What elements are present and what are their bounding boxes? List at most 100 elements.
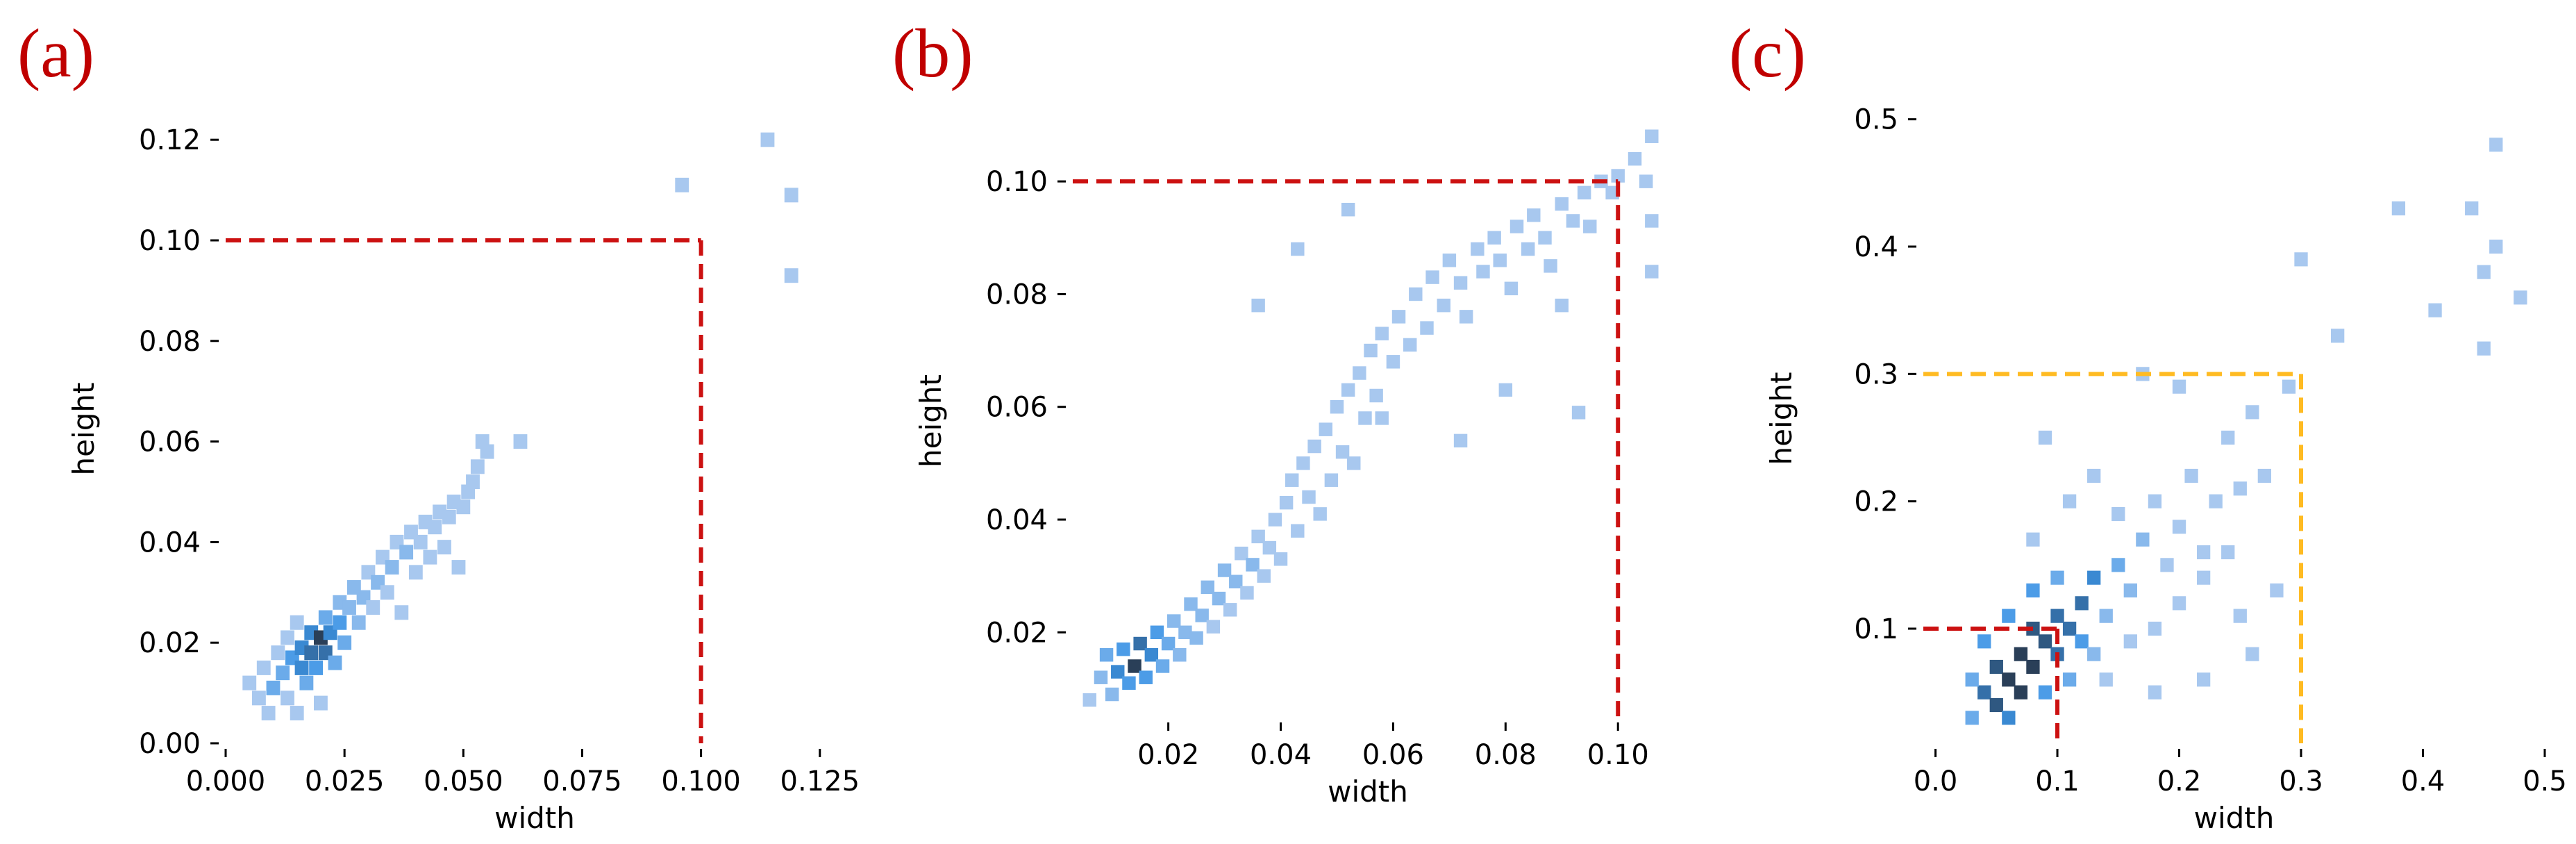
heatmap-cell xyxy=(2221,545,2235,560)
y-tick-label: 0.12 xyxy=(139,124,201,156)
heatmap-cell xyxy=(1566,214,1580,228)
heatmap-cell xyxy=(2148,494,2162,508)
x-tick-label: 0.5 xyxy=(2523,766,2567,797)
y-tick-label: 0.10 xyxy=(139,225,201,257)
heatmap-cell xyxy=(366,600,380,615)
heatmap-cell xyxy=(1965,711,1979,725)
y-tick-label: 0.5 xyxy=(1854,104,1898,136)
heatmap-cell xyxy=(2233,609,2247,623)
heatmap-cell xyxy=(2489,239,2503,254)
heatmap-cell xyxy=(1296,456,1310,470)
heatmap-cell xyxy=(2050,609,2064,623)
heatmap-cell xyxy=(1291,242,1305,256)
heatmap-cell xyxy=(513,434,528,449)
heatmap-cell xyxy=(256,660,271,675)
heatmap-cell xyxy=(408,565,423,580)
heatmap-cell xyxy=(2489,138,2503,152)
heatmap-cell xyxy=(1358,411,1372,425)
heatmap-cell xyxy=(2428,303,2442,317)
heatmap-cell xyxy=(784,268,798,283)
heatmap-cell xyxy=(1977,634,1991,649)
heatmap-cell xyxy=(1291,524,1305,538)
x-tick-label: 0.025 xyxy=(305,766,385,797)
heatmap-cell xyxy=(328,655,342,670)
heatmap-cell xyxy=(1173,648,1187,662)
x-tick-label: 0.000 xyxy=(186,766,266,797)
heatmap-cell xyxy=(1240,586,1254,600)
heatmap-cell xyxy=(2111,558,2125,572)
heatmap-cell xyxy=(2099,672,2113,687)
heatmap-cell xyxy=(309,660,324,675)
heatmap-cell xyxy=(1391,310,1406,324)
heatmap-cell xyxy=(1178,625,1192,640)
heatmap-cell xyxy=(2514,290,2527,305)
heatmap-cell xyxy=(1184,597,1198,611)
y-axis-label: height xyxy=(914,374,948,467)
heatmap-cell xyxy=(2038,634,2052,649)
heatmap-cell xyxy=(1302,490,1316,504)
heatmap-cell xyxy=(1273,552,1288,566)
y-tick-label: 0.4 xyxy=(1854,231,1898,263)
heatmap-cell xyxy=(1639,174,1653,188)
heatmap-cell xyxy=(413,534,428,549)
heatmap-cell xyxy=(394,605,409,620)
heatmap-cell xyxy=(2233,481,2247,496)
heatmap-cell xyxy=(304,645,319,661)
heatmap-cell xyxy=(1583,220,1597,233)
heatmap-cell xyxy=(1262,540,1277,555)
heatmap-cell xyxy=(1989,659,2003,675)
heatmap-cell xyxy=(1375,326,1389,340)
heatmap-cell xyxy=(2477,265,2491,279)
heatmap-cell xyxy=(2062,621,2077,636)
heatmap-cell xyxy=(266,680,281,695)
heatmap-cell xyxy=(2172,379,2186,394)
heatmap-cell xyxy=(2038,430,2052,445)
heatmap-cell xyxy=(2111,506,2125,522)
heatmap-cell xyxy=(1161,636,1176,651)
x-tick-label: 0.02 xyxy=(1137,739,1199,771)
x-tick-label: 0.06 xyxy=(1362,739,1424,771)
heatmap-cell xyxy=(675,177,689,192)
heatmap-cell xyxy=(1471,242,1484,256)
heatmap-cell xyxy=(1577,185,1591,200)
heatmap-cell xyxy=(1353,366,1366,380)
heatmap-cell xyxy=(2257,468,2272,483)
heatmap-cell xyxy=(2270,583,2284,598)
heatmap-cell xyxy=(342,600,356,615)
heatmap-cell xyxy=(2075,634,2089,649)
heatmap-cell xyxy=(760,132,775,147)
heatmap-cell xyxy=(2062,672,2077,687)
heatmap-cell xyxy=(2087,468,2101,483)
heatmap-cell xyxy=(1335,445,1350,459)
heatmap-cell xyxy=(2050,570,2064,585)
heatmap-cell xyxy=(2196,545,2211,560)
panel-letter: (b) xyxy=(892,15,973,92)
heatmap-cell xyxy=(2123,583,2137,598)
heatmap-cell xyxy=(2075,596,2089,611)
heatmap-cell xyxy=(2391,201,2406,216)
heatmap-cell xyxy=(1144,648,1159,662)
panel-a: (a) 0.00 0.02 0.04 0.06 0.08 0.10 0.12 0.000 0.02… xyxy=(17,15,860,835)
heatmap-cell xyxy=(1268,513,1282,527)
heatmap-cell xyxy=(1538,231,1552,245)
y-tick-label: 0.1 xyxy=(1854,613,1898,645)
heatmap-cell xyxy=(2160,558,2174,572)
heatmap-cell xyxy=(1099,648,1114,662)
x-axis-label: width xyxy=(1328,775,1408,809)
y-axis-label: height xyxy=(1764,372,1798,465)
x-tick-label: 0.2 xyxy=(2157,766,2202,797)
y-tick-label: 0.3 xyxy=(1854,358,1898,390)
heatmap-cell xyxy=(2002,672,2016,687)
x-tick-label: 0.0 xyxy=(1914,766,1958,797)
heatmap-cell xyxy=(1375,411,1389,425)
heatmap-cell xyxy=(1493,254,1507,267)
heatmap-cell xyxy=(1150,625,1164,640)
heatmap-cell xyxy=(337,635,352,650)
heatmap-cell xyxy=(1555,197,1569,211)
x-axis-label: width xyxy=(2194,801,2275,835)
heatmap-cell xyxy=(470,459,485,474)
heatmap-cell xyxy=(428,520,442,535)
heatmap-cell xyxy=(1285,473,1299,487)
heatmap-cell xyxy=(351,615,366,630)
